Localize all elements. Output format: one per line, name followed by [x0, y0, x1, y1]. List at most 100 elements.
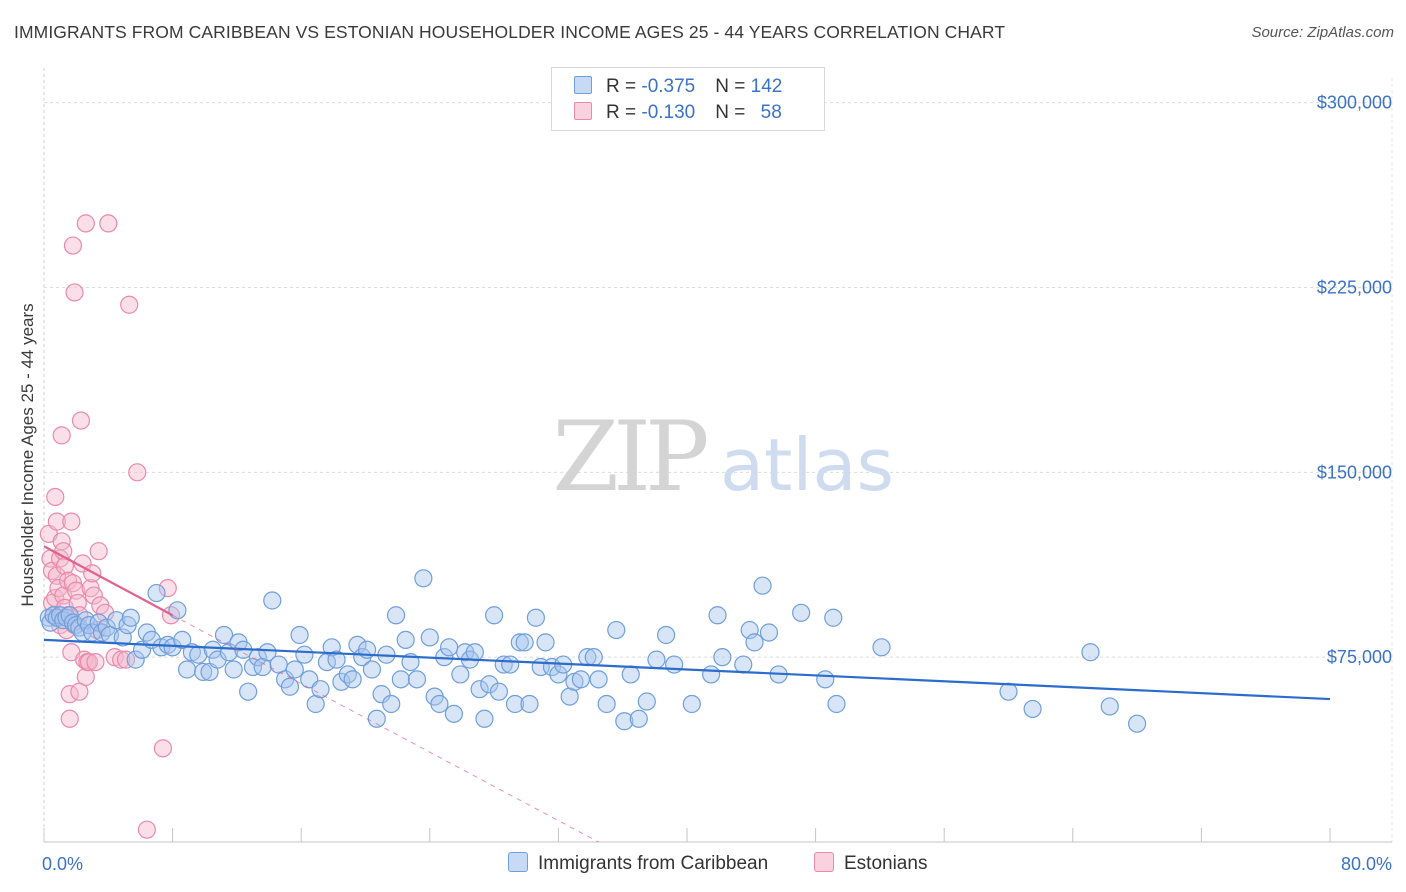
estonians-point	[120, 295, 139, 314]
bottom-legend-caribbean[interactable]: Immigrants from Caribbean	[508, 852, 768, 875]
caribbean-point	[515, 633, 534, 652]
caribbean-point	[280, 677, 300, 696]
estonians-point	[153, 739, 173, 758]
caribbean-point	[708, 606, 727, 625]
estonians-points	[39, 214, 181, 839]
legend-swatch-pink	[574, 102, 592, 120]
y-tick-label: $225,000	[1317, 277, 1392, 297]
caribbean-point	[83, 623, 102, 642]
caribbean-point	[263, 591, 282, 610]
caribbean-point	[208, 650, 227, 669]
caribbean-point	[1081, 643, 1100, 662]
legend-n-value: 58	[760, 102, 782, 123]
caribbean-point	[391, 670, 410, 689]
caribbean-point	[407, 670, 427, 689]
estonians-point	[71, 411, 91, 430]
caribbean-point	[615, 712, 634, 731]
caribbean-point	[589, 670, 608, 689]
estonians-point	[47, 512, 66, 531]
caribbean-point	[510, 633, 529, 652]
source-label[interactable]: Source: ZipAtlas.com	[1251, 24, 1394, 41]
bottom-legend-estonians[interactable]: Estonians	[814, 852, 927, 875]
correlation-legend: R = -0.375 N = 142 R = -0.130 N = 58	[551, 67, 825, 131]
caribbean-point	[816, 670, 835, 689]
watermark-zip: ZIP	[552, 401, 707, 513]
caribbean-point	[382, 694, 401, 714]
legend-r-value: -0.130	[641, 102, 696, 123]
caribbean-point	[107, 611, 126, 630]
legend-swatch-blue	[574, 76, 592, 94]
caribbean-point	[827, 694, 846, 714]
caribbean-point	[396, 630, 415, 650]
legend-r-value: -0.375	[641, 76, 696, 97]
caribbean-point	[824, 608, 843, 627]
caribbean-points	[39, 569, 1147, 733]
caribbean-point	[430, 694, 449, 714]
estonians-point	[62, 512, 81, 531]
caribbean-point	[1127, 714, 1147, 733]
y-tick-label: $300,000	[1317, 93, 1392, 113]
caribbean-point	[526, 608, 545, 627]
caribbean-point	[470, 680, 489, 699]
caribbean-point	[311, 680, 330, 699]
bottom-legend-label: Estonians	[844, 853, 928, 874]
trend-lines	[43, 545, 1331, 843]
estonians-point	[158, 579, 177, 598]
estonians-point	[128, 463, 147, 482]
caribbean-point	[505, 694, 525, 714]
caribbean-point	[597, 694, 616, 714]
caribbean-point	[367, 709, 386, 728]
legend-r-label: R =	[606, 76, 642, 97]
x-tick-label: 80.0%	[1341, 854, 1392, 874]
caribbean-point	[1023, 699, 1042, 719]
legend-n-label: N =	[715, 76, 751, 97]
caribbean-point	[621, 665, 640, 684]
caribbean-point	[629, 709, 648, 728]
bottom-legend-label: Immigrants from Caribbean	[538, 853, 769, 874]
caribbean-point	[584, 648, 603, 667]
bottom-swatch-blue	[508, 852, 528, 872]
estonians-point	[99, 214, 118, 233]
caribbean-point	[501, 655, 520, 674]
estonians-point	[137, 820, 156, 839]
caribbean-point	[637, 692, 656, 711]
watermark-atlas: atlas	[720, 423, 894, 507]
caribbean-point	[258, 643, 277, 662]
caribbean-point	[792, 603, 811, 622]
estonians-point	[86, 652, 105, 672]
caribbean-point	[439, 638, 459, 657]
caribbean-point	[753, 576, 772, 595]
estonians-point	[52, 426, 71, 445]
y-tick-label: $150,000	[1317, 462, 1392, 482]
caribbean-point	[549, 665, 568, 684]
caribbean-point	[485, 606, 504, 625]
caribbean-point	[745, 633, 764, 652]
caribbean-point	[121, 608, 140, 627]
estonians-point	[76, 214, 95, 233]
grid-lines	[44, 102, 1392, 658]
legend-n-label: N =	[715, 102, 751, 123]
watermark: ZIP atlas	[552, 401, 894, 513]
caribbean-point	[682, 694, 701, 714]
caribbean-point	[444, 704, 464, 723]
caribbean-point	[489, 682, 509, 701]
caribbean-point	[194, 662, 213, 682]
estonians-point	[89, 542, 108, 561]
caribbean-point	[465, 643, 484, 662]
estonians-point	[95, 603, 115, 622]
caribbean-point	[177, 660, 197, 679]
caribbean-point	[536, 633, 555, 652]
caribbean-point	[285, 660, 304, 679]
legend-row-estonians: R = -0.130 N = 58	[574, 102, 782, 124]
legend-r-label: R =	[606, 102, 642, 123]
estonians-point	[79, 652, 99, 672]
caribbean-point	[657, 625, 676, 645]
caribbean-point	[173, 630, 192, 650]
caribbean-point	[451, 665, 470, 684]
caribbean-point	[67, 616, 86, 635]
caribbean-point	[414, 569, 433, 588]
axes	[43, 68, 1393, 843]
caribbean-point	[224, 660, 243, 679]
caribbean-point	[386, 606, 406, 625]
